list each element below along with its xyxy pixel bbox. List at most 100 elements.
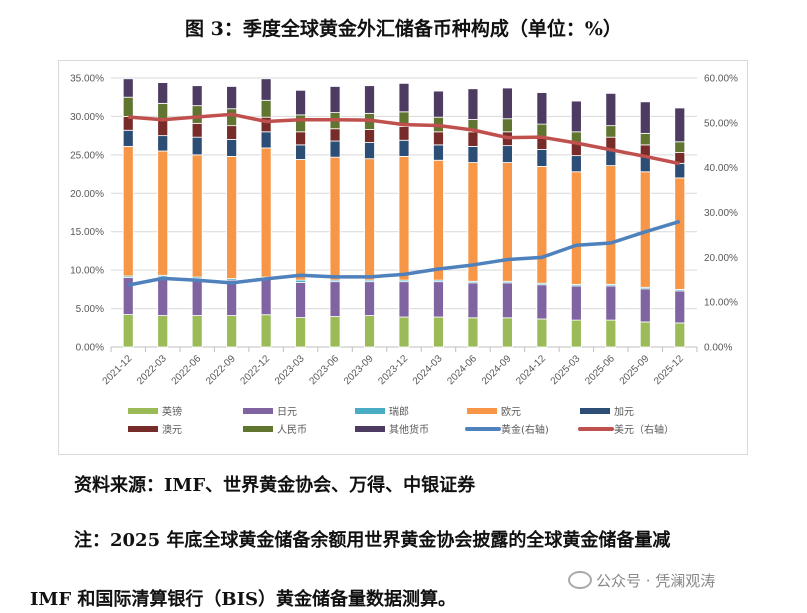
- bar-segment: [260, 99, 272, 118]
- x-axis-tick-label: 2024-12: [514, 353, 548, 387]
- bar-segment: [191, 105, 203, 124]
- bar-segment: [674, 177, 686, 290]
- bar-segment: [226, 315, 238, 348]
- bar-segment: [329, 128, 341, 142]
- legend-label: 其他货币: [389, 423, 429, 436]
- bar-segment: [122, 129, 134, 147]
- left-axis-tick-label: 0.00%: [76, 343, 104, 354]
- bar-segment: [329, 316, 341, 348]
- right-axis-tick-label: 10.00%: [704, 298, 738, 309]
- bar-segment: [226, 125, 238, 140]
- bar-segment: [157, 315, 169, 348]
- bar-segment: [226, 279, 238, 316]
- bar-segment: [398, 126, 410, 141]
- x-axis-tick-label: 2023-03: [273, 353, 307, 387]
- bar-segment: [639, 101, 651, 134]
- bar-segment: [536, 123, 548, 137]
- bar-segment: [191, 315, 203, 348]
- x-axis-tick-label: 2023-06: [307, 353, 341, 387]
- bar-segment: [536, 92, 548, 125]
- bar-segment: [295, 159, 306, 281]
- x-axis-tick-label: 2025-12: [652, 353, 686, 387]
- bar-segment: [364, 281, 375, 316]
- bar-segment: [157, 102, 169, 120]
- left-axis-tick-label: 5.00%: [76, 304, 104, 315]
- x-axis-tick-label: 2022-03: [135, 353, 169, 387]
- x-axis-tick-label: 2025-03: [549, 353, 583, 387]
- legend-swatch: [580, 408, 610, 414]
- bar-segment: [191, 278, 203, 316]
- bar-segment: [295, 131, 306, 146]
- x-axis-tick-label: 2024-06: [445, 353, 479, 387]
- bar-segment: [226, 155, 238, 279]
- left-axis-tick-label: 25.00%: [70, 150, 104, 161]
- bar-segment: [433, 159, 444, 281]
- bar-segment: [364, 315, 375, 348]
- bar-segment: [295, 114, 306, 133]
- legend-swatch: [467, 408, 497, 414]
- right-axis-tick-label: 40.00%: [704, 163, 738, 174]
- x-axis-tick-label: 2021-12: [101, 353, 135, 387]
- bar-segment: [260, 278, 272, 316]
- left-axis-tick-label: 10.00%: [70, 266, 104, 277]
- bar-segment: [295, 317, 306, 348]
- bar-segment: [570, 171, 582, 285]
- chart-frame: [58, 60, 748, 455]
- bar-segment: [364, 129, 375, 143]
- bar-segment: [467, 88, 479, 120]
- bar-segment: [674, 141, 686, 153]
- left-axis-tick-label: 30.00%: [70, 112, 104, 123]
- bar-segment: [295, 89, 306, 116]
- bar-segment: [674, 107, 686, 143]
- x-axis-tick-label: 2022-09: [204, 353, 238, 387]
- figure-title: 图 3：季度全球黄金外汇储备币种构成（单位：%）: [185, 18, 622, 40]
- bar-segment: [605, 92, 617, 127]
- x-axis-tick-label: 2025-09: [618, 353, 652, 387]
- x-axis-tick-label: 2024-03: [411, 353, 445, 387]
- right-axis-tick-label: 30.00%: [704, 208, 738, 219]
- bar-segment: [433, 144, 444, 161]
- left-axis-tick-label: 35.00%: [70, 74, 104, 85]
- x-axis-tick-label: 2022-12: [239, 353, 273, 387]
- bar-segment: [605, 165, 617, 285]
- bar-segment: [467, 317, 479, 348]
- bar-segment: [157, 82, 169, 104]
- bar-segment: [398, 155, 410, 281]
- legend-swatch: [128, 426, 158, 432]
- x-axis-tick-label: 2023-09: [342, 353, 376, 387]
- legend-label: 澳元: [162, 423, 182, 436]
- right-axis-tick-label: 20.00%: [704, 253, 738, 264]
- left-axis-tick-label: 15.00%: [70, 227, 104, 238]
- note-line-1: 注：2025 年底全球黄金储备余额用世界黄金协会披露的全球黄金储备量减: [74, 530, 671, 551]
- legend-swatch: [243, 408, 273, 414]
- bar-segment: [295, 282, 306, 318]
- bar-segment: [157, 135, 169, 152]
- bar-segment: [364, 85, 375, 114]
- bar-segment: [536, 165, 548, 284]
- bar-segment: [364, 142, 375, 160]
- bar-segment: [674, 162, 686, 179]
- legend-label: 加元: [614, 406, 634, 418]
- x-axis-tick-label: 2024-09: [480, 353, 514, 387]
- bar-segment: [329, 86, 341, 113]
- bar-segment: [605, 319, 617, 348]
- bar-segment: [674, 322, 686, 348]
- legend-label: 欧元: [501, 406, 521, 418]
- bar-segment: [398, 281, 410, 318]
- x-axis-tick-label: 2022-06: [170, 353, 204, 387]
- chart: 0.00% 5.00% 10.00% 15.00% 20.00% 25.00% 30.00%…: [70, 74, 738, 437]
- source-note: 资料来源：IMF、世界黄金协会、万得、中银证券: [74, 475, 476, 496]
- right-axis-tick-label: 50.00%: [704, 118, 738, 129]
- bar-segment: [398, 316, 410, 348]
- bar-segment: [570, 100, 582, 133]
- bar-segment: [502, 118, 513, 133]
- bar-segment: [536, 318, 548, 348]
- bar-segment: [502, 87, 513, 120]
- legend-swatch: [243, 426, 273, 432]
- bar-segment: [329, 156, 341, 281]
- bar-segment: [570, 155, 582, 173]
- bar-segment: [605, 125, 617, 138]
- bar-segment: [260, 314, 272, 348]
- bar-segment: [502, 282, 513, 319]
- bar-segment: [329, 281, 341, 317]
